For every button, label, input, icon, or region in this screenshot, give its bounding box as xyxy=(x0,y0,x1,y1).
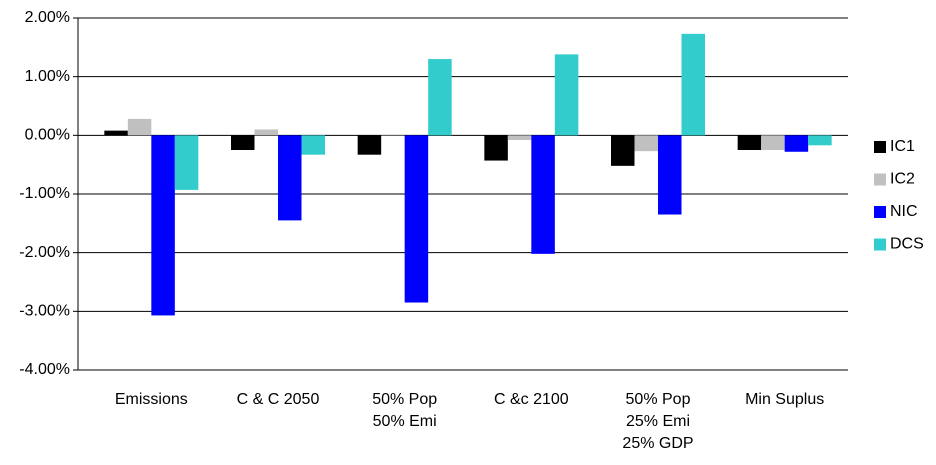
y-tick-label: -2.00% xyxy=(19,244,70,261)
y-tick-label: -1.00% xyxy=(19,185,70,202)
bar xyxy=(784,135,809,152)
bar xyxy=(507,135,532,141)
bar xyxy=(278,135,302,221)
legend-label: NIC xyxy=(890,203,918,220)
y-tick-label: 2.00% xyxy=(25,9,70,26)
bar xyxy=(428,59,452,136)
y-tick-label: 1.00% xyxy=(25,68,70,85)
y-tick-label: -3.00% xyxy=(19,303,70,320)
bar xyxy=(254,129,278,136)
x-tick-label: Emissions xyxy=(115,391,188,408)
x-tick-label: C &c 2100 xyxy=(494,391,569,408)
y-tick-label: 0.00% xyxy=(25,127,70,144)
bar xyxy=(681,33,705,136)
legend-swatch xyxy=(874,173,886,186)
legend-label: IC2 xyxy=(890,171,915,188)
bar xyxy=(484,135,508,161)
bar xyxy=(404,135,429,303)
bar xyxy=(808,135,832,146)
legend-swatch xyxy=(874,206,886,218)
bar xyxy=(611,135,635,166)
x-tick-label: 50% Pop 25% Emi 25% GDP xyxy=(622,391,693,452)
x-tick-label: 50% Pop 50% Emi xyxy=(372,391,437,430)
bar xyxy=(737,135,762,150)
legend-label: DCS xyxy=(890,236,924,253)
y-tick-label: -4.00% xyxy=(19,361,70,378)
bar xyxy=(357,135,382,155)
legend-swatch xyxy=(874,238,886,251)
bar xyxy=(127,118,152,136)
bar xyxy=(381,134,405,136)
bar xyxy=(554,54,579,136)
bar xyxy=(658,135,682,215)
bar xyxy=(151,135,175,316)
bar xyxy=(301,135,325,155)
bar xyxy=(531,135,555,254)
bar xyxy=(231,135,255,150)
x-tick-label: Min Suplus xyxy=(745,391,824,408)
bar xyxy=(634,135,658,152)
bar xyxy=(761,135,785,150)
bar xyxy=(104,130,128,136)
x-tick-label: C & C 2050 xyxy=(237,391,320,408)
legend-swatch xyxy=(874,141,886,153)
legend-label: IC1 xyxy=(890,138,915,155)
bar xyxy=(174,135,199,190)
